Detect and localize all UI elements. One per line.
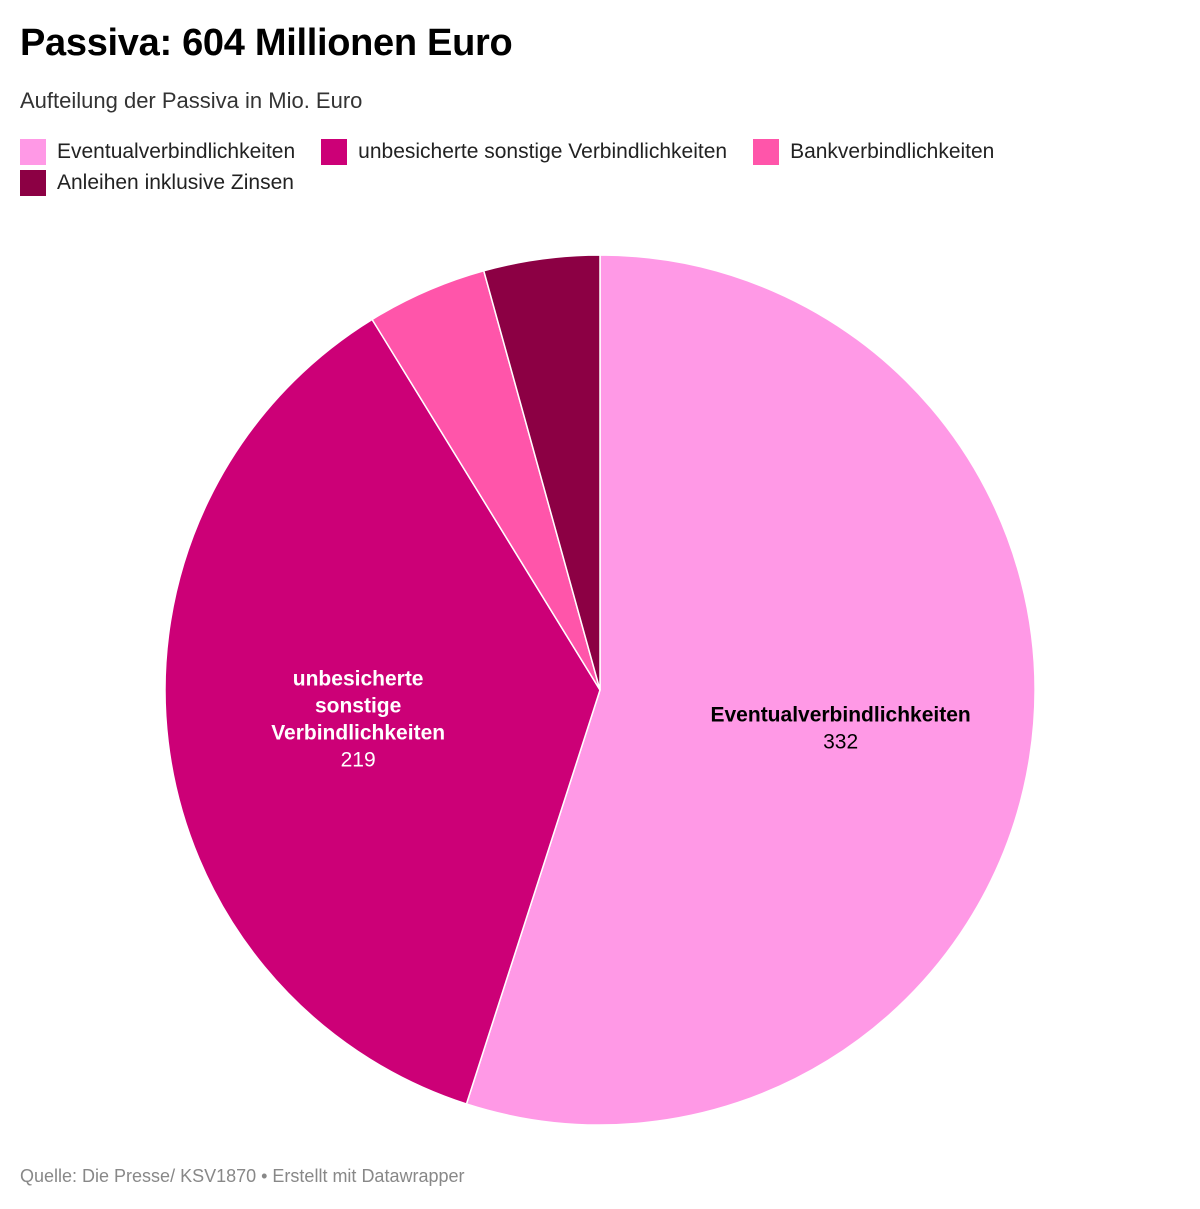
legend-label: Anleihen inklusive Zinsen	[57, 170, 294, 194]
pie-slice	[483, 254, 601, 691]
legend-label: unbesicherte sonstige Verbindlichkeiten	[358, 139, 728, 163]
slice-label: unbesicherte sonstige Verbindlichkeiten 219	[271, 668, 445, 772]
source-footer: Quelle: Die Presse/ KSV1870 • Erstellt m…	[20, 1166, 465, 1186]
chart-title: Passiva: 604 Millionen Euro	[20, 22, 513, 64]
legend-item: Bankverbindlichkeiten	[753, 138, 994, 165]
slice-value-label: 332	[823, 730, 858, 753]
pie-slice	[465, 254, 1036, 1126]
slice-label-name: unbesicherte	[293, 668, 424, 691]
slice-value-label: 219	[341, 749, 376, 772]
legend-label: Bankverbindlichkeiten	[790, 139, 995, 163]
slice-label-name: Verbindlichkeiten	[271, 722, 445, 745]
legend-swatch	[20, 169, 46, 196]
slice-label-name: sonstige	[315, 695, 401, 718]
slice-label: Eventualverbindlichkeiten 332	[711, 703, 971, 753]
legend-item: Anleihen inklusive Zinsen	[20, 169, 294, 196]
legend-swatch	[321, 138, 348, 165]
legend-item: unbesicherte sonstige Verbindlichkeiten	[321, 138, 727, 165]
pie-slice	[164, 318, 601, 1105]
legend-swatch	[753, 138, 780, 165]
slice-label-name: Eventualverbindlichkeiten	[711, 703, 971, 726]
legend-item: Eventualverbindlichkeiten	[20, 138, 295, 165]
chart-legend: Eventualverbindlichkeiten unbesicherte so…	[20, 138, 1160, 196]
chart-subtitle: Aufteilung der Passiva in Mio. Euro	[20, 88, 363, 113]
legend-swatch	[20, 138, 46, 165]
legend-label: Eventualverbindlichkeiten	[57, 139, 296, 163]
